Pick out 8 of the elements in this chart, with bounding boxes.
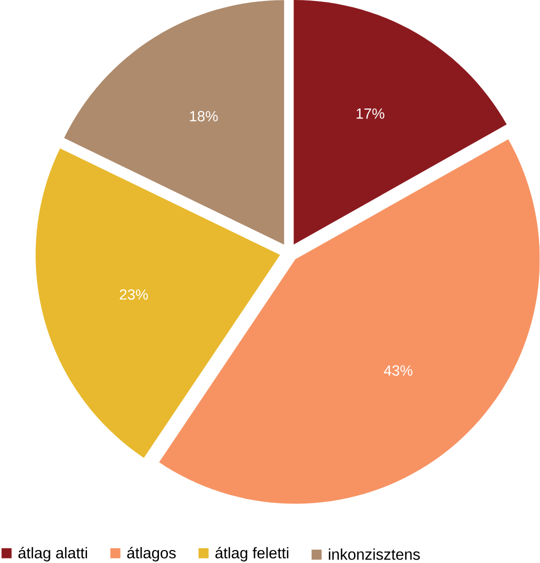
data-label: 23% bbox=[120, 289, 148, 300]
data-label: 43% bbox=[384, 365, 413, 376]
legend-label: átlagos bbox=[127, 546, 176, 562]
data-label: 18% bbox=[190, 111, 218, 122]
data-label: 17% bbox=[356, 108, 384, 119]
legend-label: átlag feletti bbox=[216, 546, 288, 562]
legend-label: átlag alatti bbox=[18, 546, 88, 562]
legend-label: inkonzisztens bbox=[329, 548, 420, 560]
